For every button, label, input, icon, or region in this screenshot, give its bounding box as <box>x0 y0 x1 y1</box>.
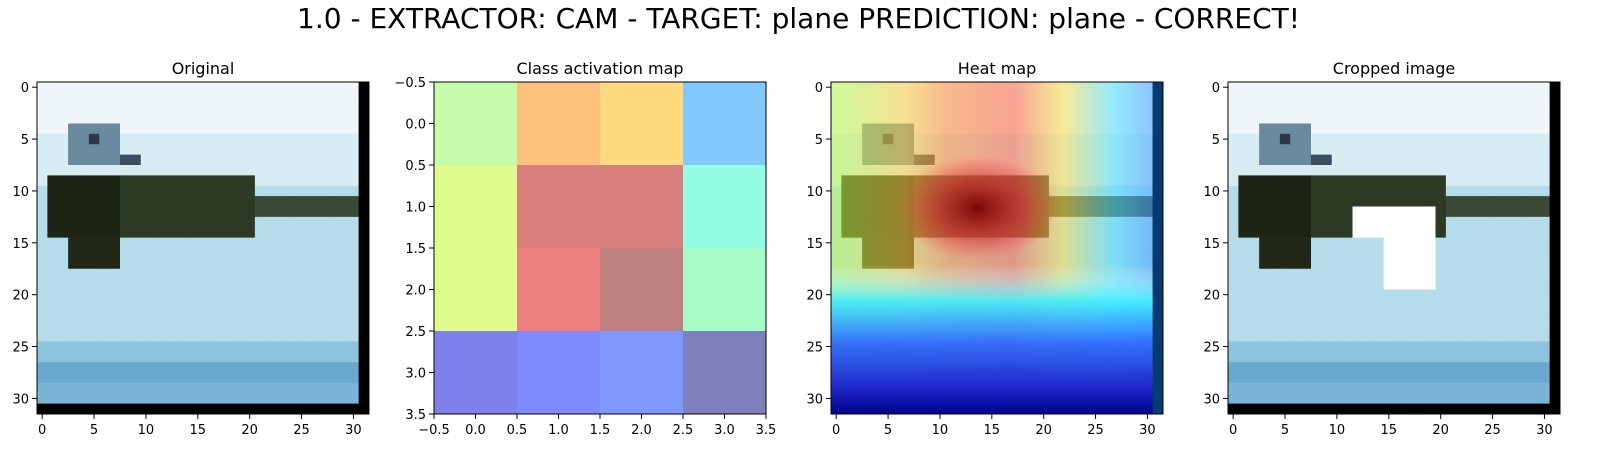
y-tick-label: 30 <box>1203 392 1220 407</box>
y-tick-label: 10 <box>12 185 29 200</box>
y-tick-label: 25 <box>806 341 823 356</box>
y-tick-label: −0.5 <box>394 76 426 91</box>
y-tick-label: 0 <box>21 81 29 96</box>
x-tick-label: 2.5 <box>673 423 694 438</box>
image-area <box>831 82 1164 415</box>
x-tick-label: 10 <box>932 423 949 438</box>
x-tick-label: 25 <box>293 423 310 438</box>
x-tick-label: 0.0 <box>465 423 486 438</box>
x-tick-label: 0 <box>1229 423 1237 438</box>
cam-cell <box>683 331 767 415</box>
cam-cell <box>683 248 767 332</box>
cam-cell <box>600 248 684 332</box>
y-tick-label: 25 <box>1203 341 1220 356</box>
cam-cell <box>600 331 684 415</box>
cam-cell <box>517 165 601 249</box>
y-tick-label: 0.0 <box>405 118 426 133</box>
subplot-4: Cropped image 0 5 10 15 20 25 30 0 5 10 15 20 25 30 <box>1203 59 1561 438</box>
x-tick-label: 20 <box>241 423 258 438</box>
axes-frame <box>830 81 1164 415</box>
cam-cell <box>434 331 518 415</box>
y-tick-label: 1.5 <box>405 242 426 257</box>
x-tick-label: 30 <box>1536 423 1553 438</box>
y-tick-label: 30 <box>12 392 29 407</box>
axes-frame <box>1227 81 1561 415</box>
figure-title: 1.0 - EXTRACTOR: CAM - TARGET: plane PRE… <box>297 2 1300 35</box>
cam-cell <box>683 82 767 166</box>
axes-frame <box>36 81 370 415</box>
x-tick-label: 0.5 <box>507 423 528 438</box>
image-area <box>37 82 370 415</box>
x-tick-label: 10 <box>138 423 155 438</box>
x-tick-label: 10 <box>1329 423 1346 438</box>
x-tick-label: 3.5 <box>756 423 777 438</box>
y-tick-label: 15 <box>806 237 823 252</box>
x-tick-label: 1.0 <box>548 423 569 438</box>
x-tick-label: 30 <box>1139 423 1156 438</box>
cam-cell <box>517 248 601 332</box>
x-tick-label: 0 <box>832 423 840 438</box>
x-tick-label: −0.5 <box>418 423 450 438</box>
x-tick-label: 25 <box>1484 423 1501 438</box>
y-tick-label: 15 <box>12 237 29 252</box>
x-tick-label: 1.5 <box>590 423 611 438</box>
y-tick-label: 0 <box>815 81 823 96</box>
subplot-2: Class activation map −0.5 0.0 0.5 1.0 1.5 2.0 2… <box>394 59 776 438</box>
x-tick-label: 25 <box>1087 423 1104 438</box>
subplot-1: Original 0 5 10 15 20 25 30 0 5 10 15 20 25 30 <box>12 59 370 438</box>
y-tick-label: 5 <box>815 133 823 148</box>
y-tick-label: 20 <box>12 289 29 304</box>
y-tick-label: 0.5 <box>405 159 426 174</box>
x-tick-label: 0 <box>38 423 46 438</box>
x-tick-label: 15 <box>984 423 1001 438</box>
y-tick-label: 0 <box>1212 81 1220 96</box>
x-tick-label: 30 <box>345 423 362 438</box>
cam-cell <box>517 331 601 415</box>
x-tick-label: 5 <box>90 423 98 438</box>
x-tick-label: 5 <box>884 423 892 438</box>
y-tick-label: 5 <box>1212 133 1220 148</box>
cam-cell <box>434 165 518 249</box>
y-tick-label: 2.5 <box>405 325 426 340</box>
image-area <box>1228 82 1561 415</box>
subplot-title: Original <box>172 59 235 78</box>
image-area <box>434 82 767 415</box>
subplot-3: Heat map 0 5 10 15 20 25 30 0 5 10 15 20 25 30 <box>806 59 1164 438</box>
y-tick-label: 3.5 <box>405 408 426 423</box>
y-tick-label: 20 <box>1203 289 1220 304</box>
y-tick-label: 25 <box>12 341 29 356</box>
x-tick-label: 3.0 <box>714 423 735 438</box>
y-tick-label: 10 <box>1203 185 1220 200</box>
x-tick-label: 15 <box>1381 423 1398 438</box>
subplot-title: Cropped image <box>1333 59 1455 78</box>
x-tick-label: 5 <box>1281 423 1289 438</box>
y-tick-label: 5 <box>21 133 29 148</box>
y-tick-label: 20 <box>806 289 823 304</box>
y-tick-label: 10 <box>806 185 823 200</box>
subplot-title: Heat map <box>958 59 1037 78</box>
cam-cell <box>434 248 518 332</box>
cam-cell <box>683 165 767 249</box>
y-tick-label: 15 <box>1203 237 1220 252</box>
y-tick-label: 30 <box>806 392 823 407</box>
x-tick-label: 2.0 <box>631 423 652 438</box>
x-tick-label: 20 <box>1432 423 1449 438</box>
cam-cell <box>434 82 518 166</box>
y-tick-label: 2.0 <box>405 284 426 299</box>
x-tick-label: 15 <box>190 423 207 438</box>
cam-cell <box>600 165 684 249</box>
cam-cell <box>600 82 684 166</box>
cam-cell <box>517 82 601 166</box>
x-tick-label: 20 <box>1035 423 1052 438</box>
subplot-title: Class activation map <box>516 59 683 78</box>
y-tick-label: 1.0 <box>405 201 426 216</box>
y-tick-label: 3.0 <box>405 367 426 382</box>
